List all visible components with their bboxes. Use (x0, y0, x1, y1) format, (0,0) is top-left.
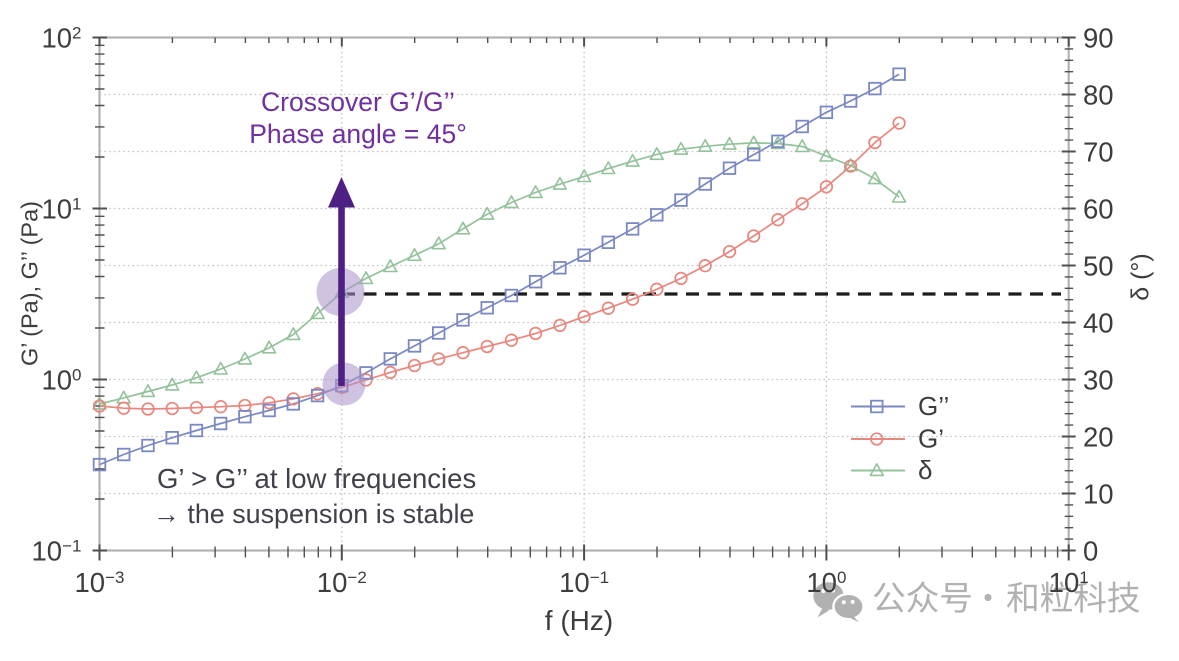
svg-text:f (Hz): f (Hz) (545, 605, 613, 636)
svg-text:G’ (Pa), G’’ (Pa): G’ (Pa), G’’ (Pa) (17, 201, 43, 366)
svg-text:→ the suspension is stable: → the suspension is stable (153, 499, 474, 529)
svg-text:20: 20 (1083, 421, 1114, 452)
svg-text:70: 70 (1083, 136, 1114, 167)
svg-text:G’: G’ (918, 424, 944, 454)
svg-text:Phase angle = 45°: Phase angle = 45° (249, 119, 467, 149)
svg-text:30: 30 (1083, 364, 1114, 395)
svg-text:10−1: 10−1 (559, 567, 609, 598)
svg-text:60: 60 (1083, 193, 1114, 224)
svg-text:0: 0 (1083, 535, 1098, 566)
svg-text:G’ > G’’ at low frequencies: G’ > G’’ at low frequencies (157, 463, 476, 494)
svg-text:δ (°): δ (°) (1127, 253, 1155, 301)
svg-text:10−1: 10−1 (32, 535, 82, 566)
svg-text:40: 40 (1083, 307, 1114, 338)
svg-text:Crossover G’/G’’: Crossover G’/G’’ (261, 87, 455, 117)
svg-text:90: 90 (1083, 22, 1114, 53)
svg-text:50: 50 (1083, 250, 1114, 281)
svg-text:10: 10 (1083, 478, 1114, 509)
svg-text:G’’: G’’ (918, 391, 949, 421)
svg-text:80: 80 (1083, 79, 1114, 110)
svg-text:δ: δ (918, 455, 932, 485)
svg-text:100: 100 (806, 567, 846, 598)
